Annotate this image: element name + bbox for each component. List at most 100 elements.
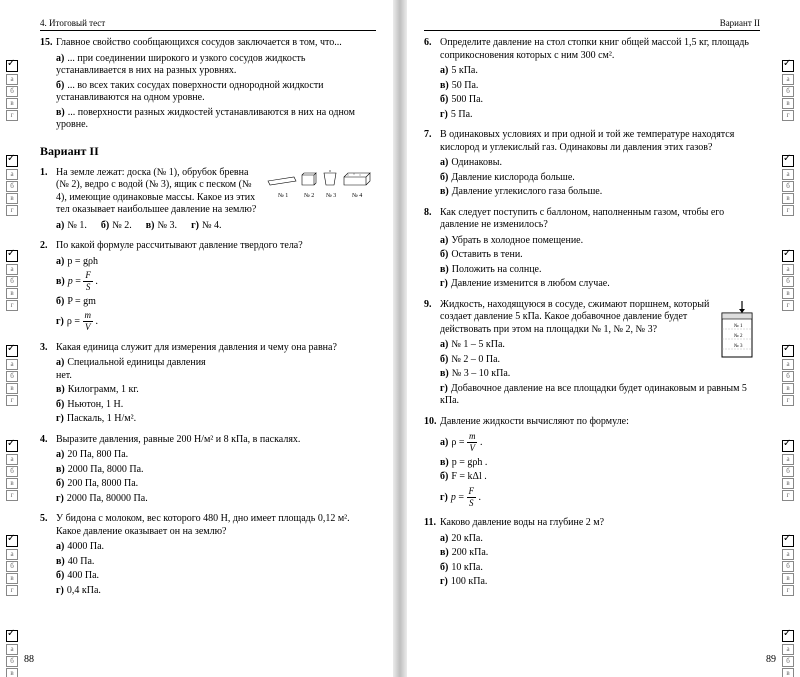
answer-letter-box[interactable]: г — [782, 300, 794, 311]
check-icon — [782, 155, 794, 167]
answer-letter-box[interactable]: б — [6, 656, 18, 667]
book-spine — [393, 0, 407, 677]
answer-letter-box[interactable]: б — [782, 656, 794, 667]
check-icon — [6, 60, 18, 72]
answer-letter-box[interactable]: а — [6, 644, 18, 655]
answer-letter-box[interactable]: г — [782, 490, 794, 501]
svg-text:№ 3: № 3 — [326, 193, 336, 199]
answer-letter-box[interactable]: в — [6, 478, 18, 489]
right-page-number: 89 — [766, 654, 776, 665]
question-11: 11. Каково давление воды на глубине 2 м?… — [424, 517, 760, 591]
answer-letter-box[interactable]: а — [6, 169, 18, 180]
answer-letter-box[interactable]: б — [6, 561, 18, 572]
answer-letter-box[interactable]: в — [782, 288, 794, 299]
answer-box-group: абвг — [782, 345, 794, 406]
answer-letter-box[interactable]: г — [6, 490, 18, 501]
answer-letter-box[interactable]: б — [782, 466, 794, 477]
svg-text:№ 4: № 4 — [352, 193, 362, 199]
answer-letter-box[interactable]: а — [782, 644, 794, 655]
answer-letter-box[interactable]: в — [6, 383, 18, 394]
left-header: 4. Итоговый тест — [40, 18, 376, 31]
svg-text:№ 2: № 2 — [734, 333, 743, 339]
answer-letter-box[interactable]: а — [6, 359, 18, 370]
left-answer-boxes: абвгабвгабвгабвгабвгабвгабвг — [6, 60, 18, 677]
answer-letter-box[interactable]: б — [6, 276, 18, 287]
answer-letter-box[interactable]: г — [782, 395, 794, 406]
answer-box-group: абвг — [6, 345, 18, 406]
answer-box-group: абвг — [6, 630, 18, 677]
answer-letter-box[interactable]: в — [782, 573, 794, 584]
answer-letter-box[interactable]: а — [782, 549, 794, 560]
answer-letter-box[interactable]: г — [782, 205, 794, 216]
answer-letter-box[interactable]: а — [782, 359, 794, 370]
answer-letter-box[interactable]: а — [782, 264, 794, 275]
answer-letter-box[interactable]: в — [782, 193, 794, 204]
answer-box-group: абвг — [782, 630, 794, 677]
answer-letter-box[interactable]: в — [6, 573, 18, 584]
check-icon — [6, 155, 18, 167]
answer-letter-box[interactable]: в — [782, 383, 794, 394]
answer-letter-box[interactable]: г — [782, 110, 794, 121]
answer-letter-box[interactable]: б — [6, 86, 18, 97]
answer-letter-box[interactable]: а — [782, 454, 794, 465]
question-4: 4. Выразите давления, равные 200 Н/м² и … — [40, 434, 376, 508]
question-10: 10. Давление жидкости вычисляют по форму… — [424, 416, 760, 512]
answer-box-group: абвг — [6, 155, 18, 216]
answer-letter-box[interactable]: г — [6, 110, 18, 121]
answer-letter-box[interactable]: в — [6, 668, 18, 677]
answer-box-group: абвг — [6, 60, 18, 121]
answer-letter-box[interactable]: б — [782, 276, 794, 287]
check-icon — [6, 345, 18, 357]
svg-text:№ 1: № 1 — [278, 193, 288, 199]
answer-letter-box[interactable]: а — [6, 549, 18, 560]
answer-letter-box[interactable]: в — [6, 288, 18, 299]
answer-letter-box[interactable]: а — [6, 264, 18, 275]
answer-letter-box[interactable]: а — [782, 169, 794, 180]
left-header-text: 4. Итоговый тест — [40, 18, 105, 28]
right-header: Вариант II — [424, 18, 760, 31]
answer-letter-box[interactable]: г — [782, 585, 794, 596]
answer-letter-box[interactable]: в — [782, 668, 794, 677]
svg-text:№ 1: № 1 — [734, 323, 743, 329]
check-icon — [6, 630, 18, 642]
answer-letter-box[interactable]: г — [6, 395, 18, 406]
left-page-number: 88 — [24, 654, 34, 665]
answer-box-group: абвг — [782, 155, 794, 216]
answer-box-group: абвг — [782, 440, 794, 501]
answer-box-group: абвг — [6, 440, 18, 501]
answer-letter-box[interactable]: г — [6, 205, 18, 216]
question-9: 9. № 1 № 2 № 3 Жидкость, находящуюся в с… — [424, 299, 760, 410]
svg-text:№ 2: № 2 — [304, 193, 314, 199]
answer-letter-box[interactable]: в — [782, 478, 794, 489]
answer-letter-box[interactable]: б — [6, 371, 18, 382]
answer-letter-box[interactable]: б — [782, 561, 794, 572]
question-7: 7. В одинаковых условиях и при одной и т… — [424, 129, 760, 201]
answer-letter-box[interactable]: в — [6, 98, 18, 109]
answer-letter-box[interactable]: б — [6, 466, 18, 477]
answer-box-group: абвг — [782, 250, 794, 311]
question-1: 1. № 1 № 2 № 3 № 4 На земле лежат: доска… — [40, 167, 376, 235]
answer-letter-box[interactable]: б — [782, 86, 794, 97]
answer-letter-box[interactable]: б — [782, 371, 794, 382]
answer-letter-box[interactable]: б — [782, 181, 794, 192]
objects-figure: № 1 № 2 № 3 № 4 — [266, 167, 376, 203]
check-icon — [782, 630, 794, 642]
qtext: Главное свойство сообщающихся сосудов за… — [56, 37, 376, 50]
check-icon — [782, 345, 794, 357]
svg-text:№ 3: № 3 — [734, 343, 743, 349]
check-icon — [782, 60, 794, 72]
answer-letter-box[interactable]: г — [6, 300, 18, 311]
question-15: 15. Главное свойство сообщающихся сосудо… — [40, 37, 376, 134]
answer-letter-box[interactable]: а — [6, 454, 18, 465]
qnum: 15. — [40, 37, 56, 134]
check-icon — [782, 535, 794, 547]
answer-box-group: абвг — [6, 250, 18, 311]
answer-letter-box[interactable]: а — [6, 74, 18, 85]
answer-letter-box[interactable]: в — [782, 98, 794, 109]
answer-box-group: абвг — [782, 535, 794, 596]
answer-letter-box[interactable]: а — [782, 74, 794, 85]
answer-letter-box[interactable]: б — [6, 181, 18, 192]
check-icon — [6, 250, 18, 262]
answer-letter-box[interactable]: г — [6, 585, 18, 596]
answer-letter-box[interactable]: в — [6, 193, 18, 204]
